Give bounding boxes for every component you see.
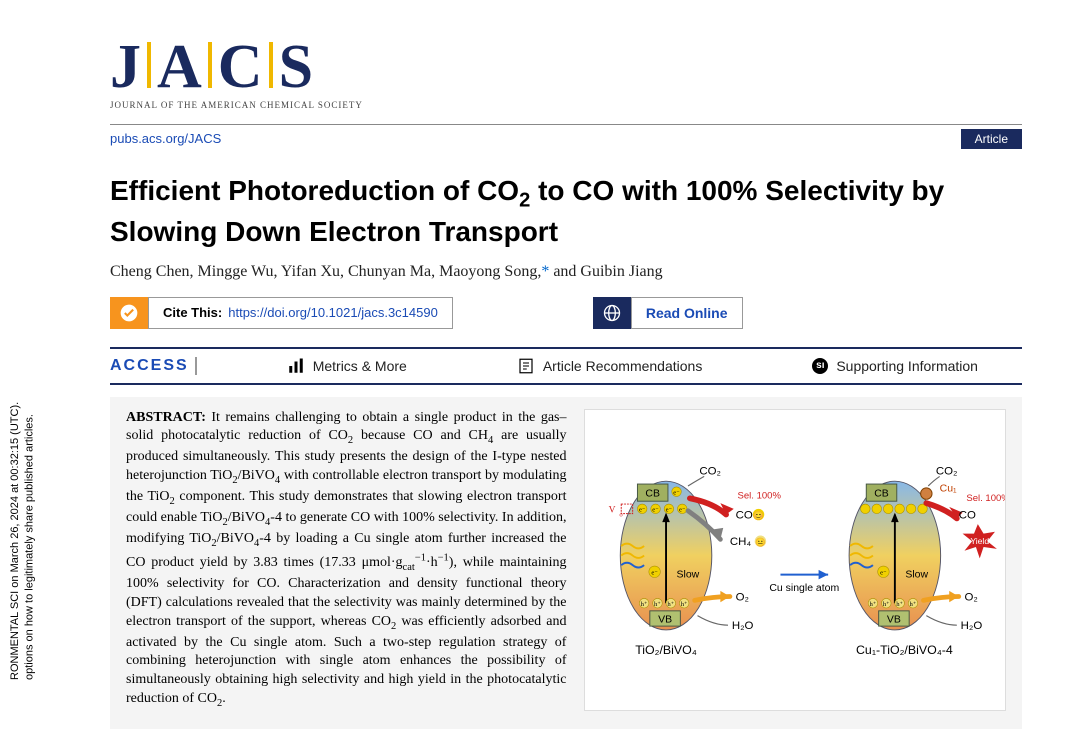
- metrics-link[interactable]: Metrics & More: [287, 357, 407, 375]
- doi-link[interactable]: https://doi.org/10.1021/jacs.3c14590: [228, 305, 438, 320]
- author-list: Cheng Chen, Mingge Wu, Yifan Xu, Chunyan…: [110, 263, 1022, 281]
- svg-text:h⁺: h⁺: [870, 601, 877, 608]
- read-online-button[interactable]: [593, 297, 631, 329]
- svg-text:O₂: O₂: [736, 591, 749, 603]
- url-row: pubs.acs.org/JACS Article: [110, 124, 1022, 149]
- cite-read-row: Cite This: https://doi.org/10.1021/jacs.…: [110, 297, 1022, 329]
- svg-text:e⁻: e⁻: [639, 506, 646, 513]
- svg-text:CB: CB: [646, 488, 661, 499]
- svg-text:h⁺: h⁺: [681, 601, 688, 608]
- article-title: Efficient Photoreduction of CO2 to CO wi…: [110, 173, 1022, 249]
- journal-logo: J A C S: [110, 40, 1022, 96]
- logo-letter: S: [279, 40, 313, 96]
- svg-text:CH₄: CH₄: [730, 536, 752, 548]
- svg-text:e⁻: e⁻: [674, 489, 681, 496]
- abstract-text: ABSTRACT: It remains challenging to obta…: [126, 409, 566, 712]
- svg-text:h⁺: h⁺: [655, 601, 662, 608]
- svg-text:Cu₁-TiO₂/BiVO₄-4: Cu₁-TiO₂/BiVO₄-4: [856, 642, 953, 656]
- svg-text:VB: VB: [659, 614, 673, 625]
- access-label: ACCESS: [110, 357, 197, 375]
- svg-text:H₂O: H₂O: [732, 620, 754, 632]
- svg-text:😊: 😊: [754, 510, 765, 520]
- svg-text:Slow: Slow: [906, 569, 929, 580]
- document-icon: [517, 357, 535, 375]
- svg-text:h⁺: h⁺: [641, 601, 648, 608]
- svg-text:Yield: Yield: [971, 536, 990, 546]
- check-icon: [119, 303, 139, 323]
- si-icon: sı: [812, 358, 828, 374]
- svg-text:Sel. 100%: Sel. 100%: [967, 493, 1005, 504]
- svg-text:CO: CO: [736, 509, 753, 521]
- svg-text:V: V: [609, 505, 616, 515]
- logo-separator: [147, 42, 151, 88]
- supporting-info-link[interactable]: sı Supporting Information: [812, 358, 978, 374]
- svg-text:VB: VB: [887, 614, 901, 625]
- logo-letter: J: [110, 40, 141, 96]
- article-type-badge: Article: [961, 129, 1022, 149]
- svg-text:TiO₂/BiVO₄: TiO₂/BiVO₄: [636, 642, 698, 656]
- globe-icon: [602, 303, 622, 323]
- abstract-section: ABSTRACT: It remains challenging to obta…: [110, 397, 1022, 730]
- svg-text:CO: CO: [959, 509, 976, 521]
- svg-text:H₂O: H₂O: [961, 620, 983, 632]
- svg-text:e⁻: e⁻: [666, 506, 673, 513]
- svg-text:😐: 😐: [756, 537, 767, 547]
- svg-text:CO₂: CO₂: [700, 465, 722, 477]
- svg-text:CB: CB: [875, 488, 890, 499]
- cite-button[interactable]: [110, 297, 148, 329]
- logo-separator: [269, 42, 273, 88]
- svg-text:h⁺: h⁺: [897, 601, 904, 608]
- svg-text:Sel. 100%: Sel. 100%: [738, 490, 782, 501]
- svg-text:Cu single atom: Cu single atom: [770, 582, 840, 593]
- svg-text:Slow: Slow: [677, 569, 700, 580]
- recommendations-link[interactable]: Article Recommendations: [517, 357, 703, 375]
- toc-svg: CB e⁻ e⁻ e⁻ e⁻ V o e⁻: [585, 410, 1005, 711]
- toc-graphic: CB e⁻ e⁻ e⁻ e⁻ V o e⁻: [584, 409, 1006, 712]
- read-online-link[interactable]: Read Online: [631, 297, 743, 329]
- svg-text:e⁻: e⁻: [680, 506, 687, 513]
- download-watermark: RONMENTAL SCI on March 26, 2024 at 00:32…: [8, 400, 37, 680]
- svg-text:o: o: [620, 511, 624, 518]
- svg-text:e⁻: e⁻: [653, 506, 660, 513]
- svg-text:h⁺: h⁺: [883, 601, 890, 608]
- journal-subtitle: JOURNAL OF THE AMERICAN CHEMICAL SOCIETY: [110, 100, 1022, 110]
- svg-text:h⁺: h⁺: [668, 601, 675, 608]
- article-page: J A C S JOURNAL OF THE AMERICAN CHEMICAL…: [50, 0, 1082, 729]
- svg-text:Cu₁: Cu₁: [940, 483, 957, 494]
- svg-text:e⁻: e⁻: [652, 569, 659, 576]
- svg-text:h⁺: h⁺: [910, 601, 917, 608]
- svg-text:e⁻: e⁻: [881, 569, 888, 576]
- svg-text:O₂: O₂: [965, 591, 978, 603]
- logo-letter: C: [218, 40, 263, 96]
- journal-url[interactable]: pubs.acs.org/JACS: [110, 131, 221, 146]
- logo-letter: A: [157, 40, 202, 96]
- cite-text: Cite This: https://doi.org/10.1021/jacs.…: [148, 297, 453, 329]
- bar-chart-icon: [287, 357, 305, 375]
- access-bar: ACCESS Metrics & More Article Recommenda…: [110, 347, 1022, 385]
- svg-text:CO₂: CO₂: [936, 465, 958, 477]
- logo-separator: [208, 42, 212, 88]
